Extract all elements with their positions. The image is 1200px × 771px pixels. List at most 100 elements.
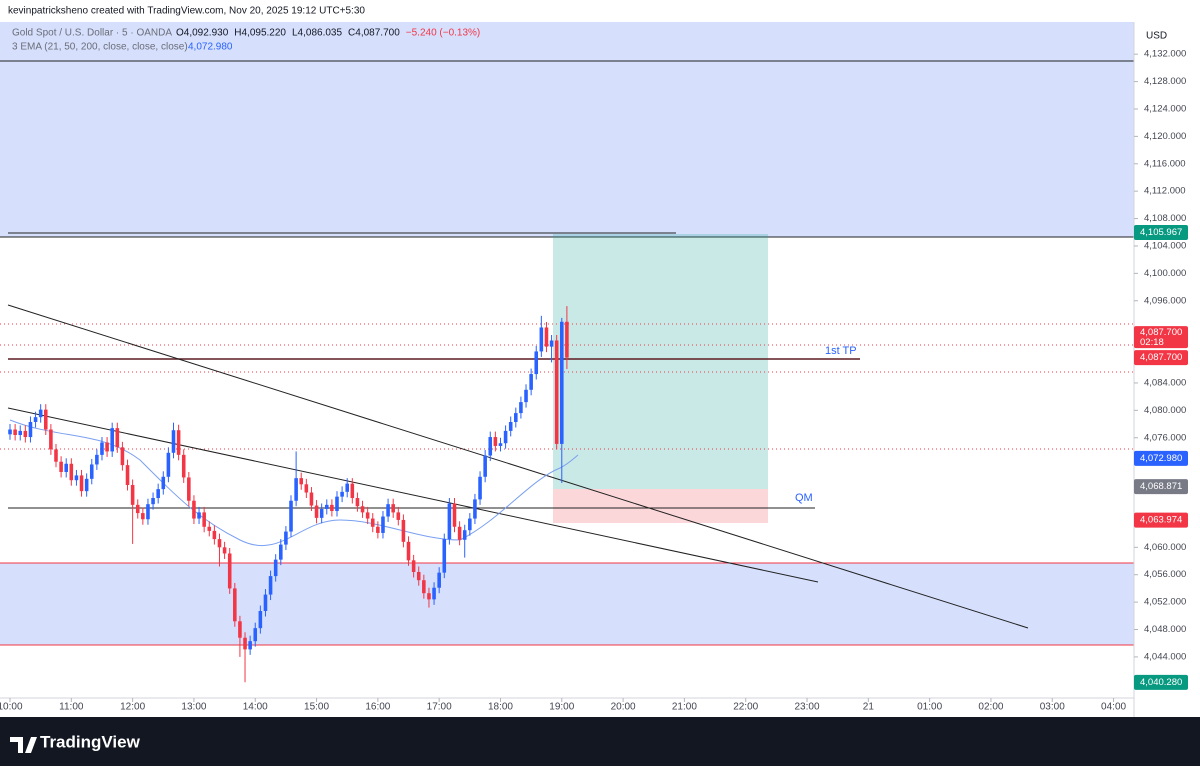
candle-body xyxy=(18,430,23,435)
candle-body xyxy=(360,506,365,513)
candle-body xyxy=(365,512,370,519)
candle-body xyxy=(248,641,252,650)
x-tick-label: 10:00 xyxy=(0,702,23,713)
candle-body xyxy=(284,531,288,545)
candle-body xyxy=(549,340,554,347)
candle-body xyxy=(498,443,503,446)
y-tick-label: 4,132.000 xyxy=(1144,49,1186,60)
x-tick-label: 17:00 xyxy=(427,702,452,713)
y-tick-label: 4,116.000 xyxy=(1144,158,1186,169)
price-tag-label: 4,063.974 xyxy=(1140,515,1182,526)
y-tick-label: 4,048.000 xyxy=(1144,624,1186,635)
legend-value: H4,095.220 xyxy=(234,28,286,39)
candle-body xyxy=(273,559,278,577)
y-tick-label: 4,124.000 xyxy=(1144,103,1186,114)
candle-body xyxy=(197,512,201,519)
candle-body xyxy=(503,430,508,444)
candle-body xyxy=(432,587,436,600)
candle-body xyxy=(258,611,263,629)
candle-body xyxy=(217,539,222,548)
candle-body xyxy=(141,513,145,520)
y-axis-label: USD xyxy=(1146,31,1167,42)
candle-body xyxy=(181,454,186,478)
stop-zone xyxy=(553,489,768,523)
candle-body xyxy=(38,409,43,418)
indicator-name: 3 EMA (21, 50, 200, close, close, close) xyxy=(12,42,188,53)
candle-body xyxy=(478,476,482,500)
candle-body xyxy=(233,588,237,622)
candle-body xyxy=(79,475,84,492)
candle-body xyxy=(243,637,247,650)
legend-value: −5.240 (−0.13%) xyxy=(406,28,481,39)
legend: Gold Spot / U.S. Dollar · 5 · OANDA 3 EM… xyxy=(12,28,233,53)
candle-body xyxy=(442,539,447,573)
price-tag-label: 4,087.700 xyxy=(1140,327,1182,338)
candle-body xyxy=(422,580,426,594)
price-tag xyxy=(1134,450,1188,466)
legend-value: C4,087.700 xyxy=(348,28,400,39)
candle-body xyxy=(23,430,28,438)
candle-body xyxy=(345,483,349,492)
candle-body xyxy=(171,430,176,453)
y-tick-label: 4,052.000 xyxy=(1144,597,1186,608)
price-tag-label: 4,072.980 xyxy=(1140,453,1182,464)
candle-body xyxy=(176,430,181,455)
candle-body xyxy=(324,504,329,509)
candle-body xyxy=(534,351,539,375)
x-tick-label: 16:00 xyxy=(365,702,390,713)
candle-body xyxy=(335,496,339,512)
countdown: 02:18 xyxy=(1140,337,1164,348)
zone xyxy=(0,563,1134,645)
price-tag-label: 4,087.700 xyxy=(1140,352,1182,363)
candle-body xyxy=(100,442,104,455)
x-tick-label: 13:00 xyxy=(181,702,206,713)
candle-body xyxy=(156,489,160,499)
price-tag xyxy=(1134,479,1188,495)
price-tag xyxy=(1134,350,1188,366)
candle-body xyxy=(330,504,334,512)
candle-body xyxy=(524,389,528,403)
legend-title: Gold Spot / U.S. Dollar · 5 · OANDA xyxy=(12,28,172,39)
y-tick-label: 4,076.000 xyxy=(1144,432,1186,443)
y-tick-label: 4,084.000 xyxy=(1144,377,1186,388)
price-tag-label: 4,105.967 xyxy=(1140,227,1182,238)
y-tick-label: 4,100.000 xyxy=(1144,268,1186,279)
candle-body xyxy=(74,475,79,481)
y-tick-label: 4,080.000 xyxy=(1144,405,1186,416)
candle-body xyxy=(84,478,89,492)
candle-body xyxy=(299,478,304,485)
candle-body xyxy=(110,428,114,452)
candle-body xyxy=(202,512,206,527)
candle-body xyxy=(59,461,63,472)
annotation: 1st TP xyxy=(825,345,857,357)
candle-body xyxy=(381,516,385,533)
candle-body xyxy=(314,505,319,518)
y-tick-label: 4,096.000 xyxy=(1144,295,1186,306)
candle-body xyxy=(161,476,166,490)
x-tick-label: 19:00 xyxy=(549,702,574,713)
candle-body xyxy=(95,454,99,465)
y-tick-label: 4,060.000 xyxy=(1144,542,1186,553)
ema-line xyxy=(9,419,579,546)
candle-body xyxy=(391,504,395,513)
candle-body xyxy=(554,340,559,444)
trend-line xyxy=(7,407,819,583)
x-tick-label: 15:00 xyxy=(304,702,329,713)
candle-body xyxy=(396,512,401,520)
price-tag xyxy=(1134,512,1188,528)
x-tick-label: 03:00 xyxy=(1040,702,1065,713)
candle-body xyxy=(514,413,518,422)
candle-body xyxy=(212,530,217,540)
candle-body xyxy=(468,518,472,531)
candle-body xyxy=(340,491,344,497)
candle-body xyxy=(105,442,109,452)
candle-body xyxy=(166,452,171,477)
candle-body xyxy=(33,417,38,422)
x-tick-label: 12:00 xyxy=(120,702,145,713)
y-tick-label: 4,112.000 xyxy=(1144,186,1186,197)
candle-body xyxy=(406,541,411,561)
candle-body xyxy=(187,477,191,501)
candle-body xyxy=(319,508,324,518)
